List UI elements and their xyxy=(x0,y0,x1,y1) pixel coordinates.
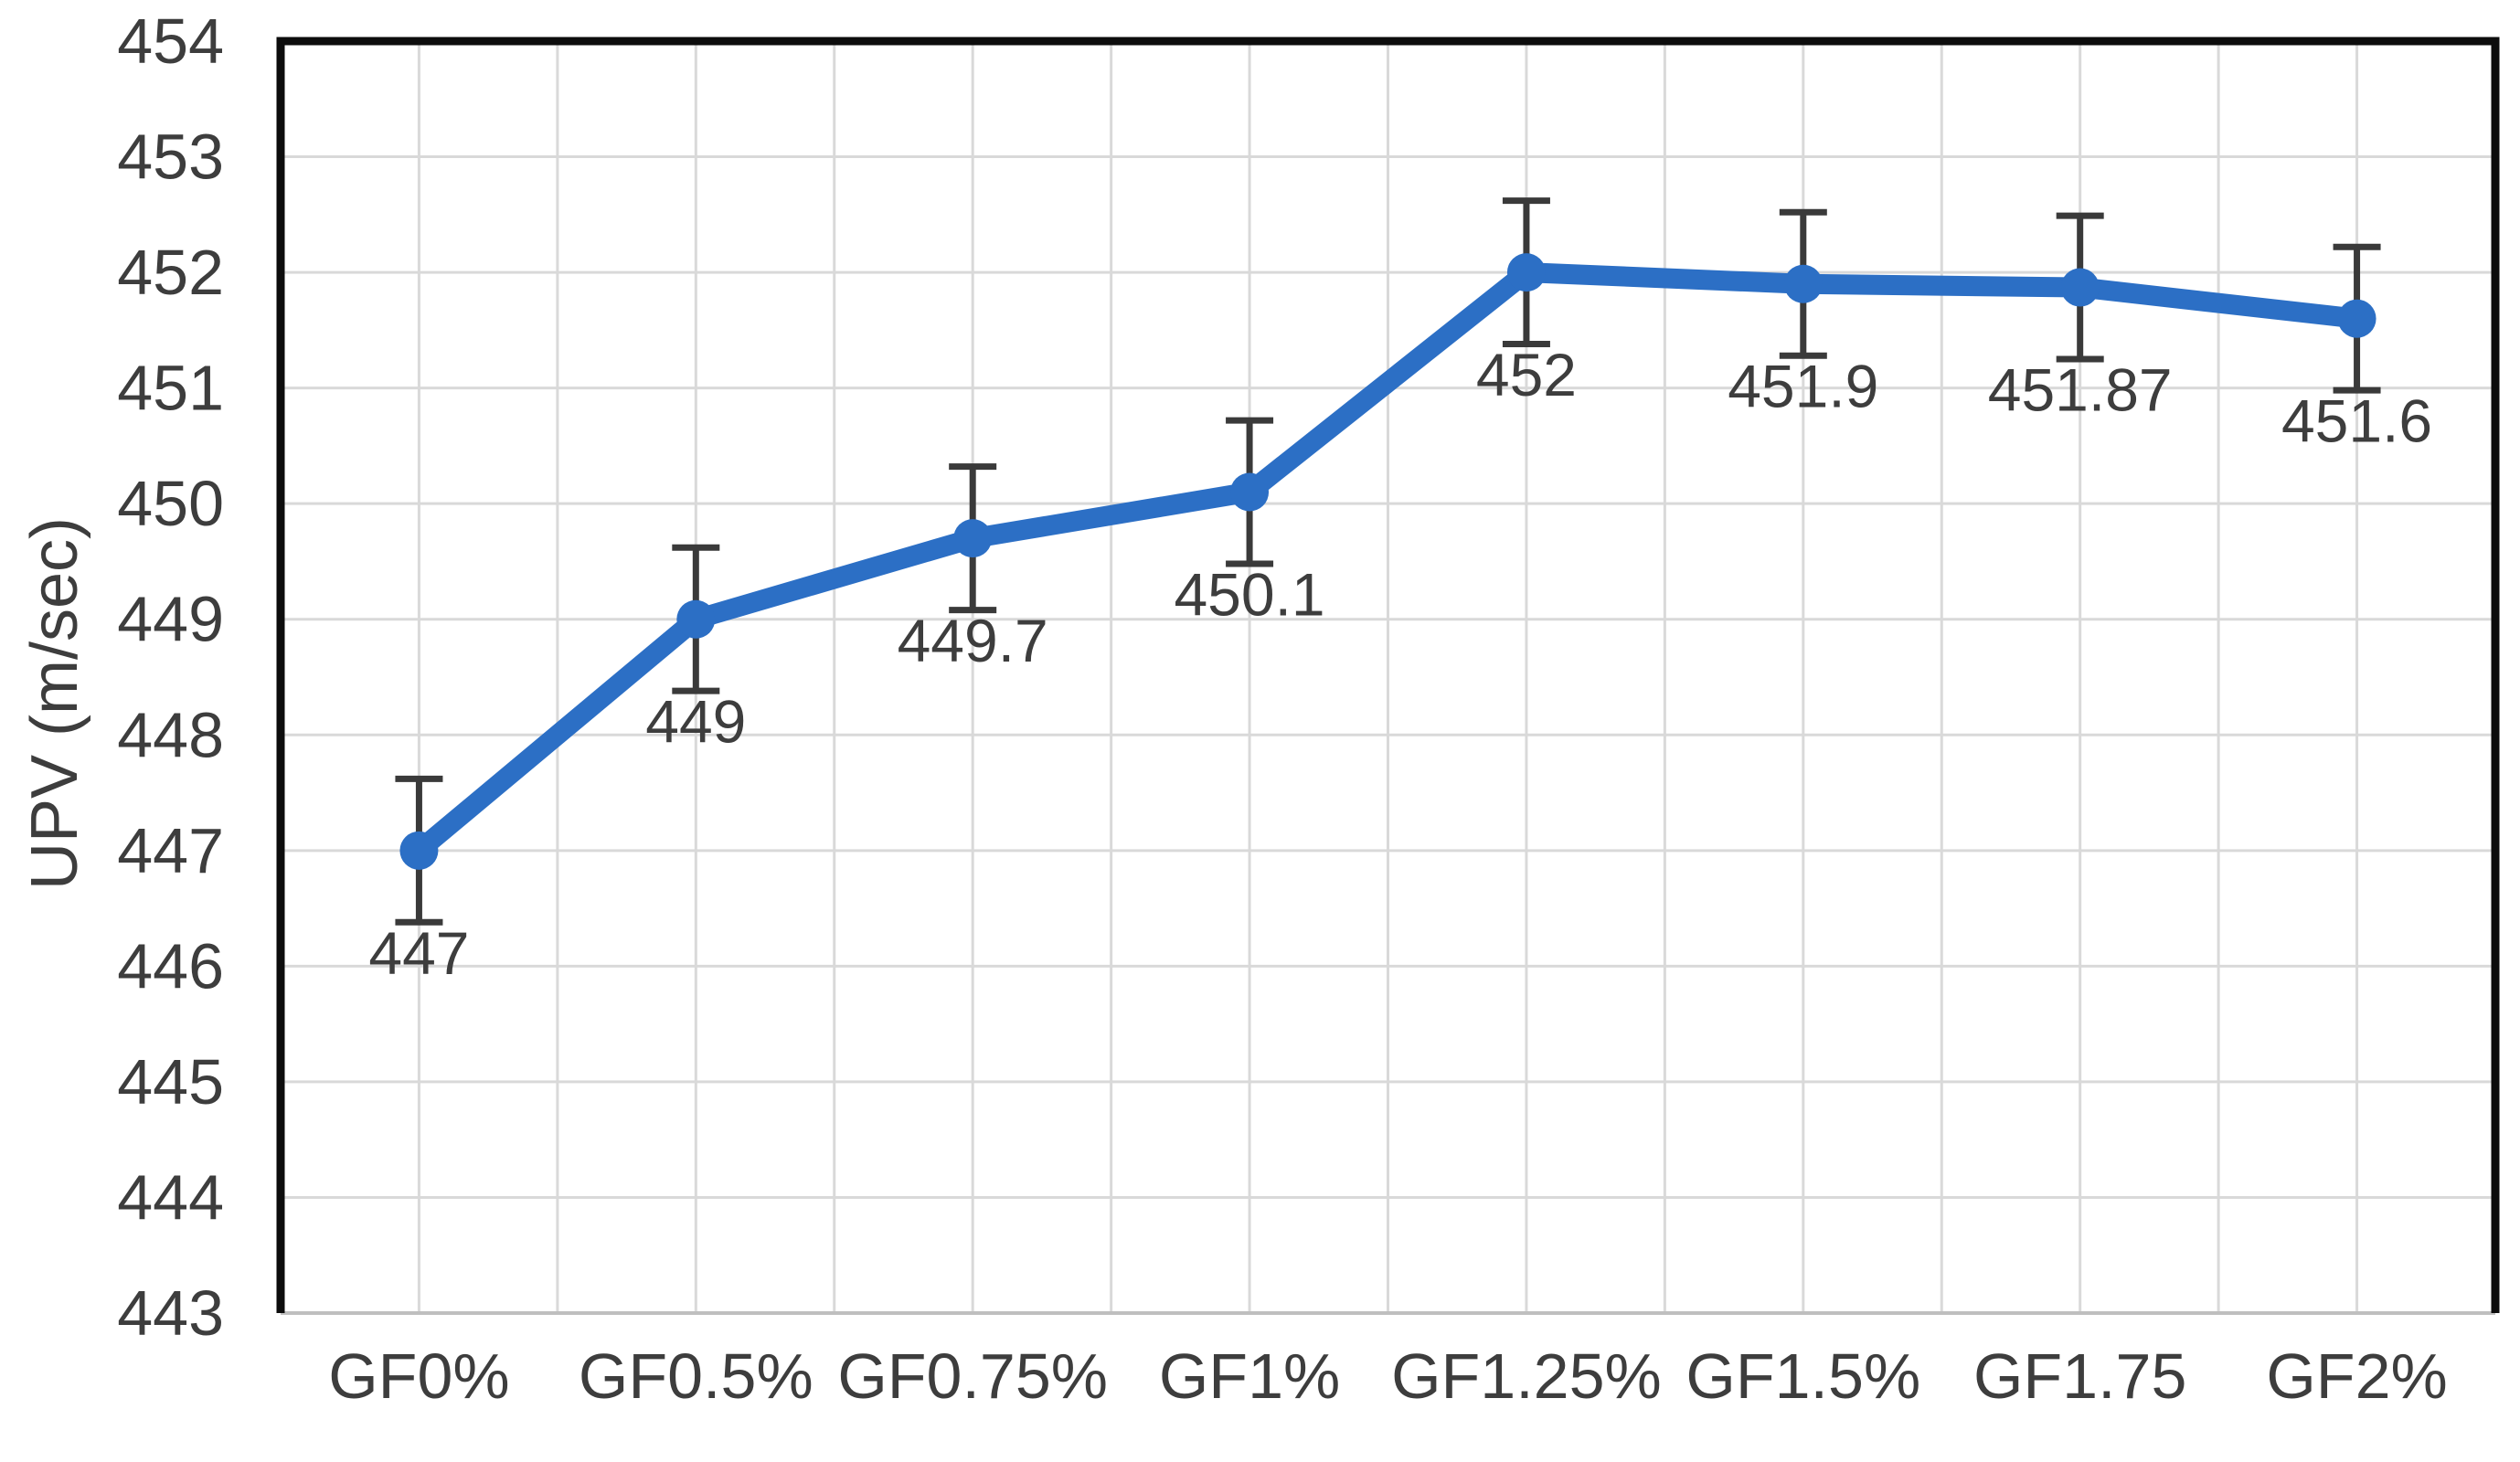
data-label: 450.1 xyxy=(1174,561,1324,629)
data-label: 449.7 xyxy=(898,607,1048,674)
data-label: 451.9 xyxy=(1728,353,1878,420)
data-point-marker xyxy=(953,519,993,558)
data-point-marker xyxy=(2337,299,2376,338)
data-label: 451.87 xyxy=(1988,356,2173,424)
x-tick-label: GF2% xyxy=(2266,1340,2447,1412)
y-tick-label: 445 xyxy=(117,1046,224,1118)
y-tick-label: 454 xyxy=(117,5,224,77)
x-tick-label: GF0% xyxy=(328,1340,509,1412)
y-tick-label: 448 xyxy=(117,699,224,770)
y-tick-label: 449 xyxy=(117,584,224,655)
y-tick-label: 452 xyxy=(117,237,224,308)
data-point-marker xyxy=(1230,472,1270,512)
data-point-marker xyxy=(1783,264,1823,303)
data-label: 449 xyxy=(645,688,746,756)
x-tick-label: GF0.5% xyxy=(579,1340,813,1412)
data-label: 452 xyxy=(1476,341,1577,408)
y-tick-label: 451 xyxy=(117,353,224,424)
data-label: 447 xyxy=(368,919,469,987)
x-tick-label: GF1.25% xyxy=(1391,1340,1662,1412)
data-point-marker xyxy=(2060,268,2100,307)
y-tick-label: 446 xyxy=(117,930,224,1001)
y-tick-label: 453 xyxy=(117,122,224,193)
y-axis-title: UPV (m/sec) xyxy=(18,517,91,890)
x-tick-label: GF1.75 xyxy=(1973,1340,2186,1412)
x-tick-label: GF1% xyxy=(1159,1340,1340,1412)
data-point-marker xyxy=(399,831,439,870)
plot-border xyxy=(276,37,2500,1313)
data-point-marker xyxy=(676,599,716,639)
x-tick-label: GF1.5% xyxy=(1685,1340,1920,1412)
data-label: 451.6 xyxy=(2281,387,2432,455)
data-point-marker xyxy=(1506,253,1546,292)
y-tick-label: 447 xyxy=(117,815,224,886)
series-line xyxy=(409,262,2367,861)
y-tick-label: 443 xyxy=(117,1277,224,1349)
y-tick-label: 444 xyxy=(117,1161,224,1233)
x-tick-label: GF0.75% xyxy=(837,1340,1108,1412)
y-tick-label: 450 xyxy=(117,468,224,539)
